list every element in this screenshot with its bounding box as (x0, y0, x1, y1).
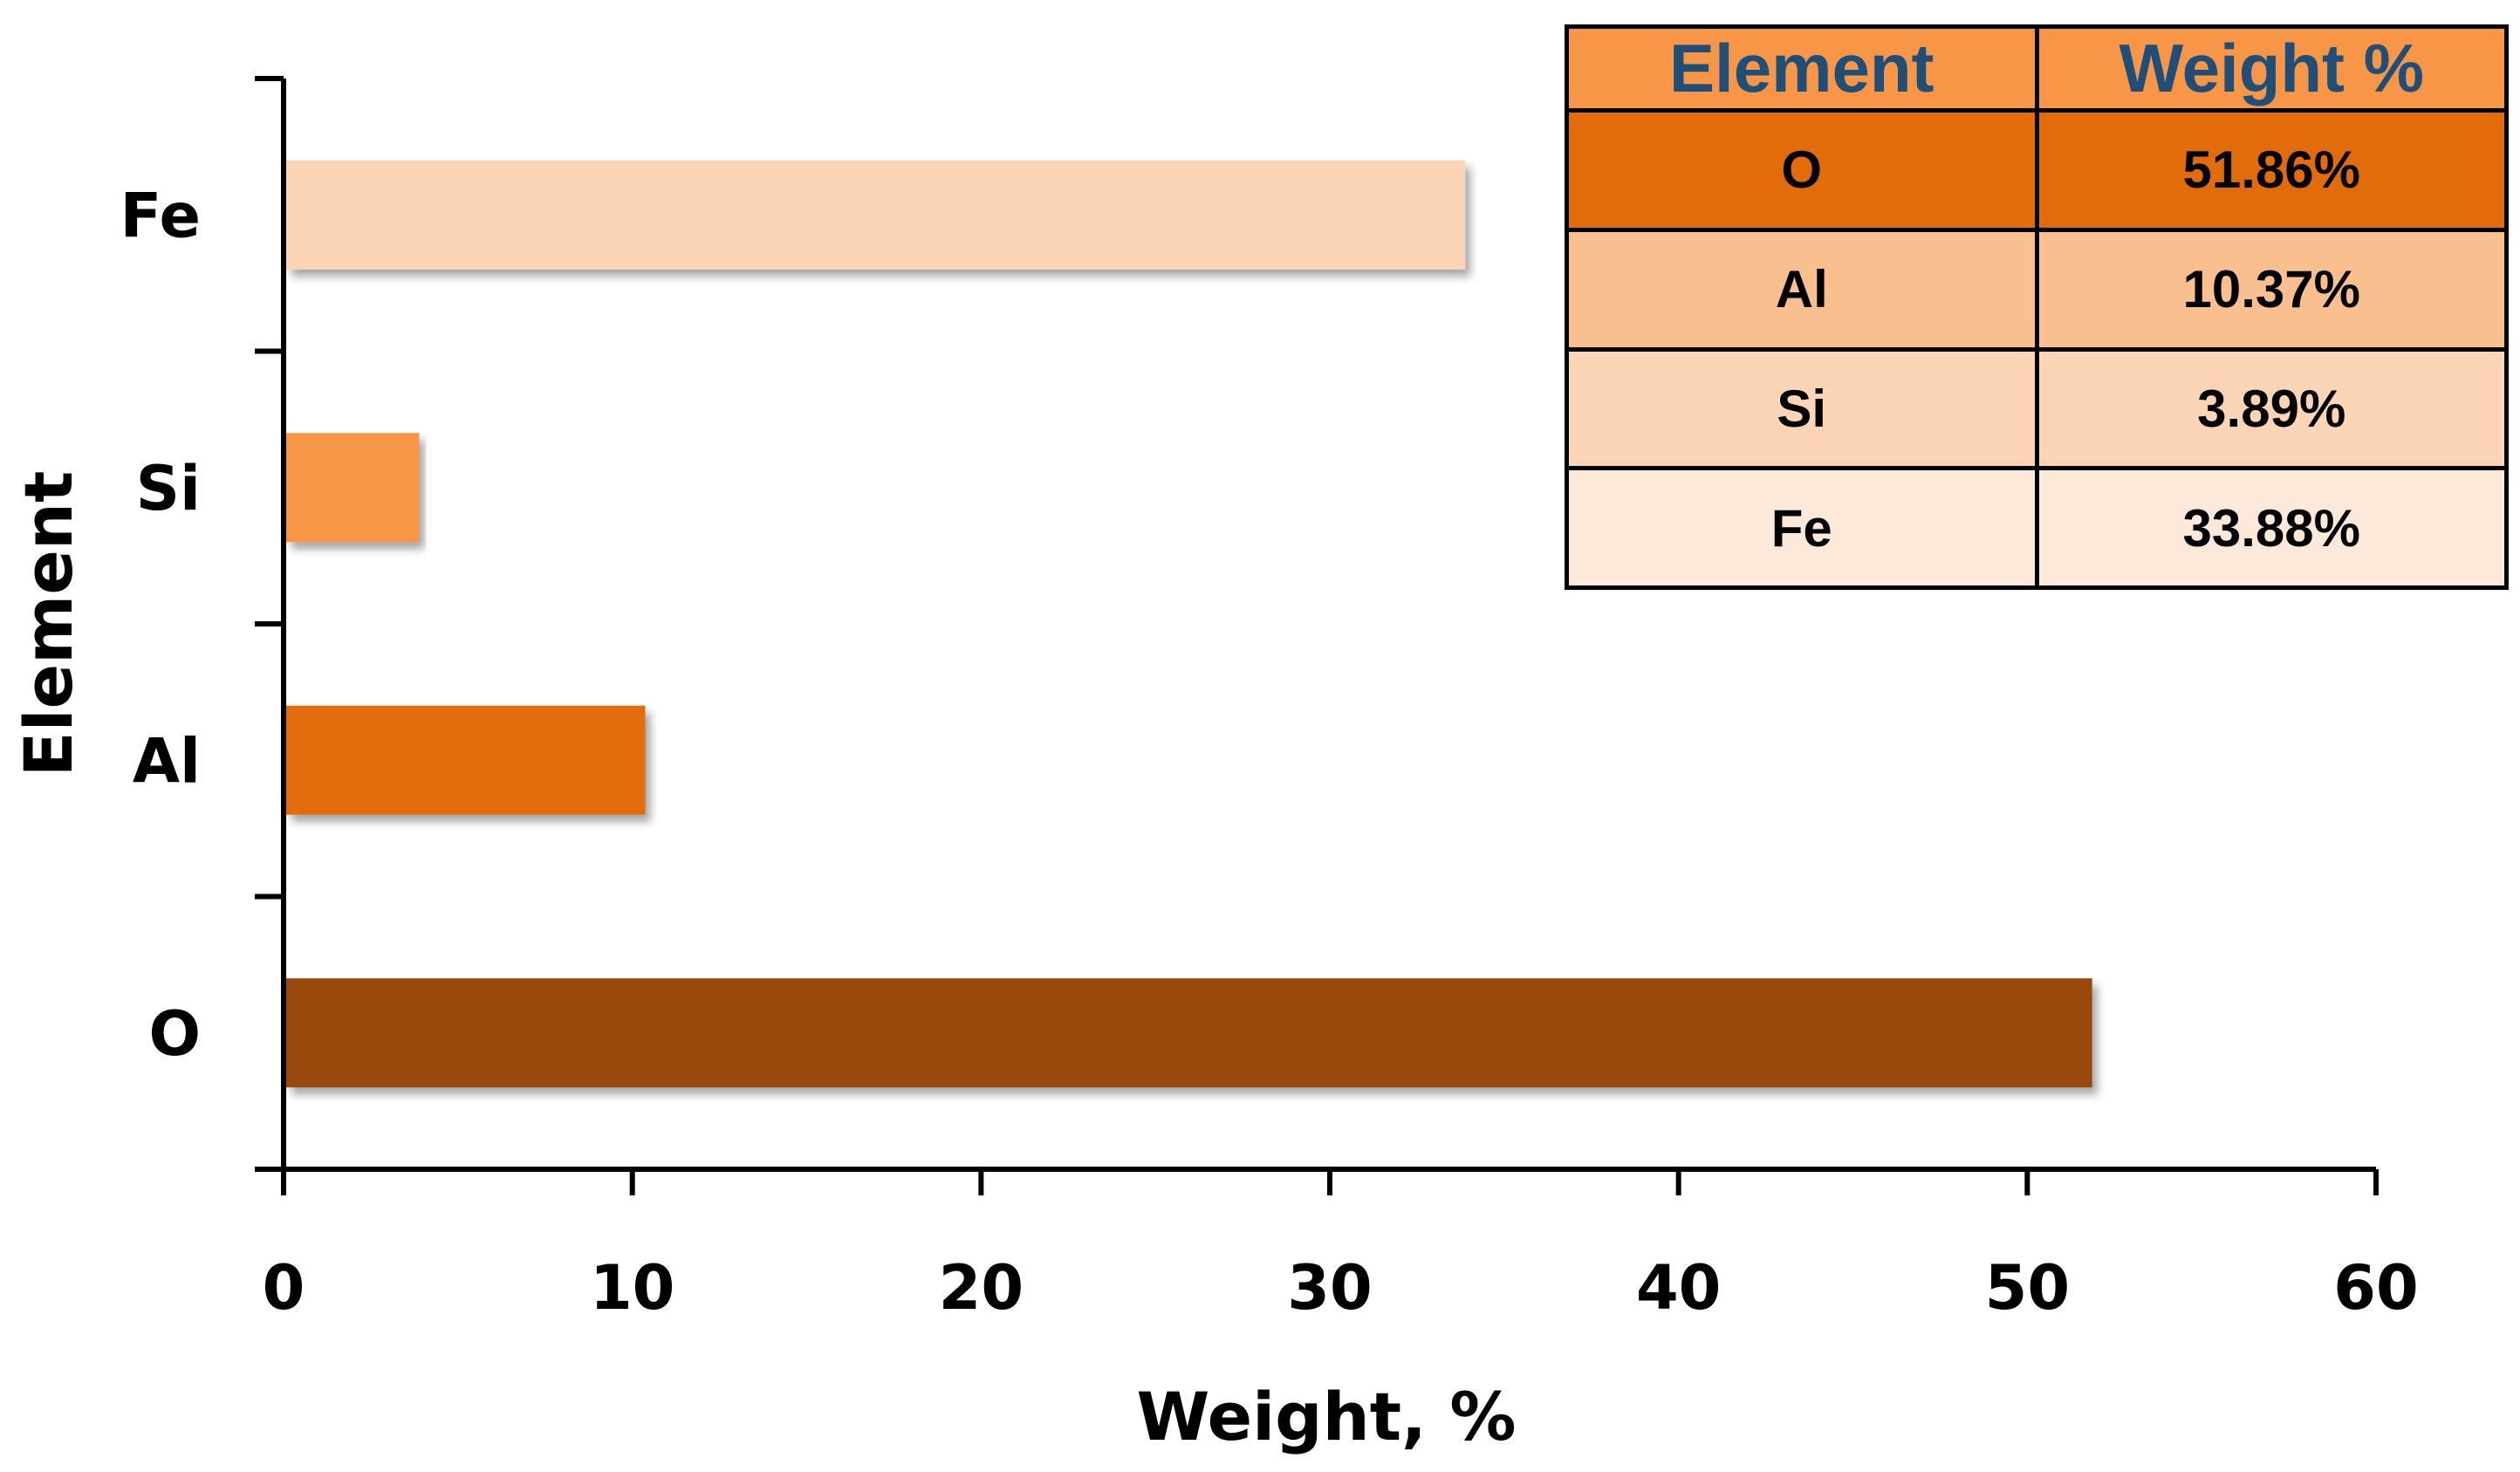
y-tick-label-si: Si (136, 453, 201, 524)
weight-table-grid: Element Weight % O 51.86% Al 10.37% Si 3… (1565, 24, 2509, 590)
element-weight-table: Element Weight % O 51.86% Al 10.37% Si 3… (1565, 24, 2509, 590)
x-tick-label-30: 30 (1287, 1252, 1372, 1324)
y-axis-title: Element (10, 471, 87, 777)
table-cell-weight: 10.37% (2034, 227, 2509, 352)
x-tick-label-0: 0 (263, 1252, 305, 1324)
x-tick-label-20: 20 (939, 1252, 1024, 1324)
x-axis-title: Weight, % (1136, 1378, 1516, 1455)
table-cell-weight: 33.88% (2034, 466, 2509, 590)
table-cell-element: Fe (1565, 466, 2039, 590)
bar-si (286, 433, 420, 543)
x-axis-ticks: 0 10 20 30 40 50 60 (263, 1169, 2419, 1324)
table-header-element: Element (1565, 24, 2039, 113)
y-tick-label-al: Al (133, 725, 201, 797)
x-tick-label-40: 40 (1636, 1252, 1721, 1324)
bars-group (286, 160, 2092, 1088)
y-tick-label-o: O (148, 998, 201, 1070)
bar-al (286, 705, 646, 815)
table-row: Al 10.37% (1565, 227, 2509, 352)
bar-o (286, 978, 2092, 1088)
table-cell-weight: 51.86% (2034, 108, 2509, 232)
table-row: Si 3.89% (1565, 346, 2509, 471)
x-tick-label-10: 10 (590, 1252, 675, 1324)
table-cell-element: O (1565, 108, 2039, 232)
x-tick-label-60: 60 (2333, 1252, 2418, 1324)
x-tick-label-50: 50 (1985, 1252, 2070, 1324)
y-axis-ticks: O Al Si Fe (120, 76, 284, 1172)
table-header-weight: Weight % (2034, 24, 2509, 113)
table-header-row: Element Weight % (1565, 24, 2509, 113)
bar-fe (286, 160, 1466, 270)
table-cell-weight: 3.89% (2034, 346, 2509, 471)
table-row: Fe 33.88% (1565, 466, 2509, 590)
table-row: O 51.86% (1565, 108, 2509, 232)
table-cell-element: Al (1565, 227, 2039, 352)
table-cell-element: Si (1565, 346, 2039, 471)
y-tick-label-fe: Fe (120, 180, 201, 251)
